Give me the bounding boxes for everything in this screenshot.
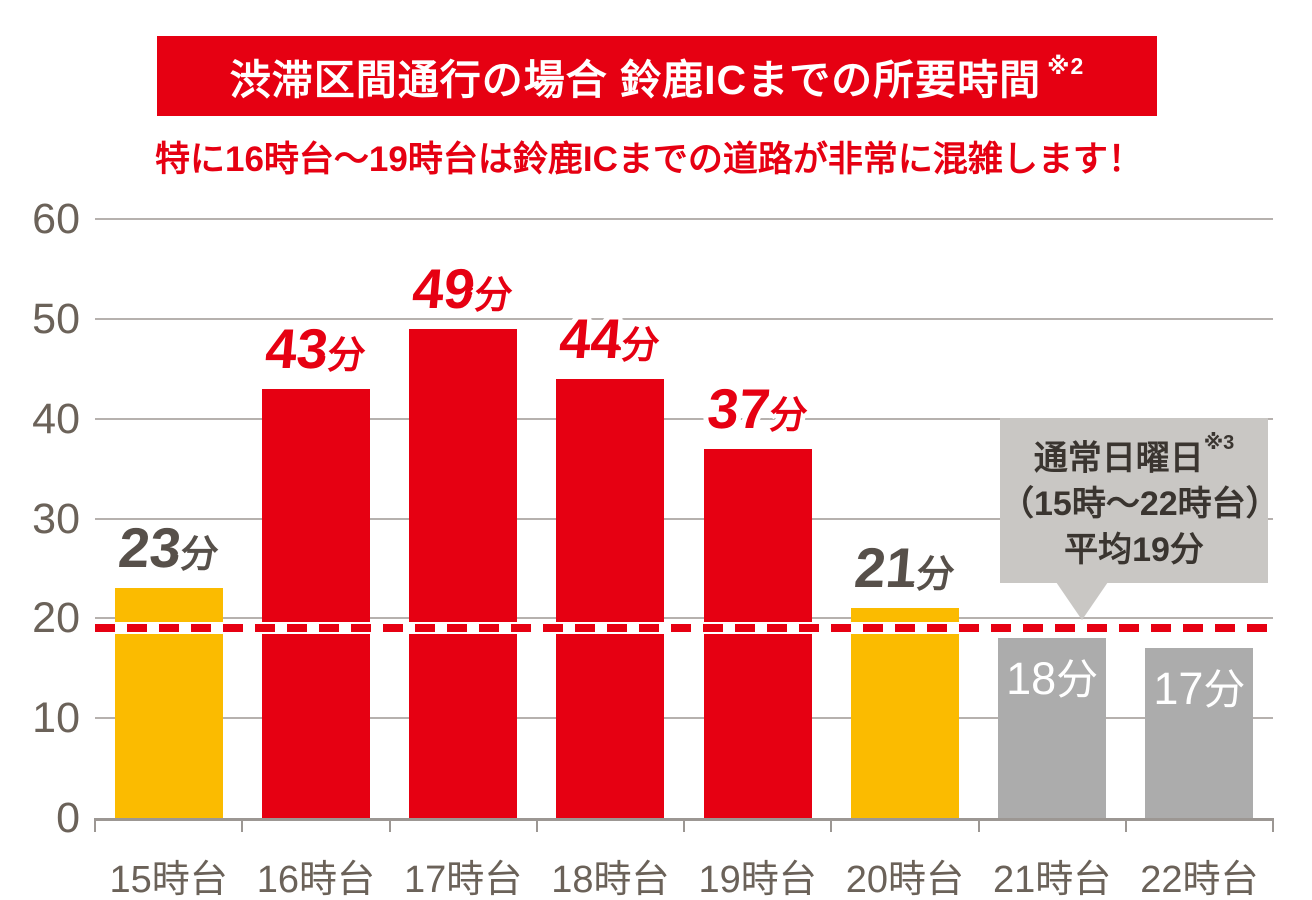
bar-value-label-22時台: 17分 xyxy=(1145,656,1253,717)
title-footnote-marker: ※2 xyxy=(1047,52,1085,79)
bar-value-number: 18 xyxy=(1006,653,1057,705)
y-axis-label-20: 20 xyxy=(32,594,80,643)
y-axis-label-40: 40 xyxy=(32,394,80,443)
x-axis-tick xyxy=(830,818,833,832)
bar-20時台 xyxy=(850,608,959,818)
x-axis-label-16時台: 16時台 xyxy=(256,859,376,900)
callout-footnote-marker: ※3 xyxy=(1203,431,1235,454)
average-line xyxy=(95,622,1273,635)
bar-16時台 xyxy=(261,388,370,818)
callout-tail-pointer xyxy=(1056,582,1108,620)
page-title: 渋滞区間通行の場合 鈴鹿ICまでの所要時間 xyxy=(229,57,1042,103)
bar-value-label-16時台: 43分 xyxy=(218,316,414,381)
x-axis-tick xyxy=(1272,818,1274,832)
callout-line-1: 通常日曜日※3 xyxy=(1000,428,1268,481)
bar-value-unit: 分 xyxy=(325,334,368,377)
bar-value-number: 44 xyxy=(557,306,626,370)
gridline-30 xyxy=(95,517,1273,520)
x-axis-tick xyxy=(241,818,244,832)
average-callout-text: 通常日曜日※3 （15時～22時台） 平均19分 xyxy=(1000,418,1280,583)
bar-value-number: 49 xyxy=(410,256,479,320)
bar-value-label-18時台: 44分 xyxy=(513,306,709,371)
x-axis-label-20時台: 20時台 xyxy=(845,859,965,900)
bar-value-label-19時台: 37分 xyxy=(660,376,856,441)
y-axis-label-60: 60 xyxy=(32,195,80,243)
bar-value-unit: 分 xyxy=(620,324,662,367)
callout-line-3: 平均19分 xyxy=(1064,531,1204,570)
x-axis-label-21時台: 21時台 xyxy=(992,859,1112,900)
bar-value-unit: 分 xyxy=(178,534,220,577)
y-axis-label-30: 30 xyxy=(32,494,80,543)
y-axis-label-0: 0 xyxy=(56,794,80,842)
x-axis-tick xyxy=(535,818,538,832)
bar-17時台 xyxy=(409,328,518,818)
bar-value-number: 43 xyxy=(262,316,331,380)
x-axis-tick xyxy=(388,818,391,832)
bar-value-number: 37 xyxy=(704,376,773,440)
gridline-40 xyxy=(95,417,1273,420)
bar-value-number: 17 xyxy=(1153,663,1204,715)
bar-value-number: 23 xyxy=(115,516,184,580)
title-banner: 渋滞区間通行の場合 鈴鹿ICまでの所要時間 ※2 xyxy=(157,36,1157,116)
y-axis-label-10: 10 xyxy=(32,694,80,743)
bar-value-unit: 分 xyxy=(472,274,515,317)
bar-21時台 xyxy=(998,638,1107,818)
x-axis-tick xyxy=(1124,818,1127,832)
x-axis-tick xyxy=(94,818,96,832)
bar-value-number: 21 xyxy=(851,536,920,600)
x-axis-label-15時台: 15時台 xyxy=(109,859,228,900)
bar-value-unit: 分 xyxy=(767,394,809,437)
average-callout: 通常日曜日※3 （15時～22時台） 平均19分 xyxy=(1000,418,1280,620)
bar-value-unit: 分 xyxy=(914,554,957,597)
bar-value-label-21時台: 18分 xyxy=(998,646,1106,707)
x-axis-tick xyxy=(977,818,980,832)
gridline-60 xyxy=(95,218,1273,220)
callout-line-2: （15時～22時台） xyxy=(1000,485,1280,524)
gridline-50 xyxy=(95,317,1273,320)
bar-value-label-20時台: 21分 xyxy=(807,535,1003,600)
bar-22時台 xyxy=(1145,648,1254,818)
x-axis-label-18時台: 18時台 xyxy=(551,859,670,900)
chart-subtitle: 特に16時台～19時台は鈴鹿ICまでの道路が非常に混雑します！ xyxy=(155,140,1143,179)
y-axis-label-50: 50 xyxy=(32,294,80,343)
x-axis-label-17時台: 17時台 xyxy=(403,859,523,900)
x-axis-label-19時台: 19時台 xyxy=(698,859,817,900)
bar-value-label-15時台: 23分 xyxy=(71,515,267,580)
gridline-10 xyxy=(95,717,1273,720)
bar-18時台 xyxy=(556,378,665,818)
average-line-dashes xyxy=(95,624,1273,633)
bar-value-unit: 分 xyxy=(1056,656,1099,704)
gridline-20 xyxy=(95,617,1273,620)
bar-value-unit: 分 xyxy=(1203,666,1246,714)
x-axis-label-22時台: 22時台 xyxy=(1140,859,1259,900)
x-axis-tick xyxy=(683,818,685,832)
